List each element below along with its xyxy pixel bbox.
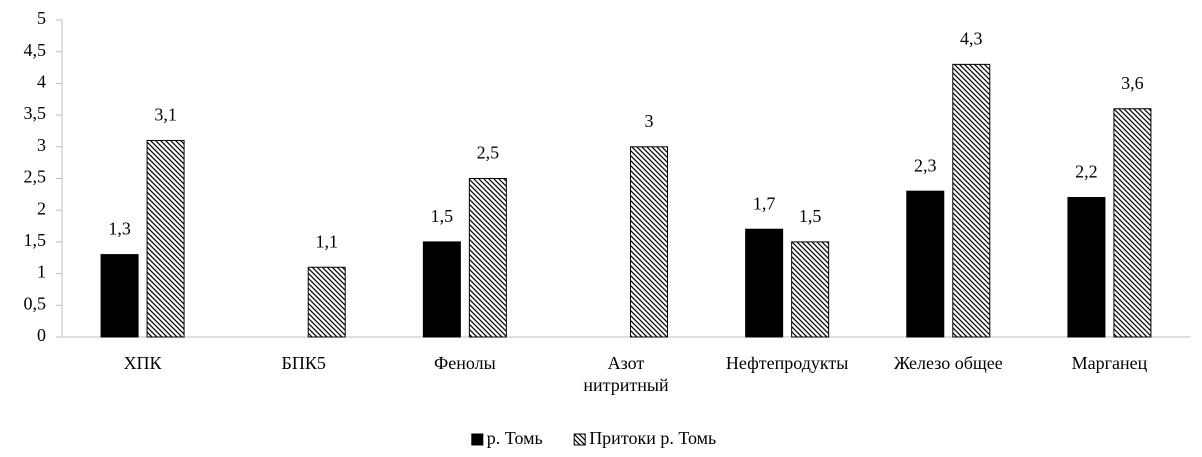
- y-tick-label: 2: [37, 198, 46, 218]
- bar: [307, 266, 346, 338]
- x-tick-label-box: Марганец: [1071, 353, 1148, 373]
- data-label: 1,7: [753, 193, 776, 213]
- data-label: 2,2: [1075, 162, 1098, 182]
- x-tick-label-box: Фенолы: [434, 353, 496, 373]
- x-tick-label-box: Нефтепродукты: [725, 353, 849, 373]
- bar: [146, 139, 185, 338]
- legend-swatch: [573, 433, 586, 446]
- x-tick-label-box: Железо общее: [893, 353, 1003, 373]
- data-label: 3,6: [1121, 73, 1144, 93]
- bar: [422, 241, 461, 338]
- x-tick-label: Марганец: [1071, 353, 1148, 373]
- x-tick-label: ХПК: [123, 353, 162, 373]
- bar: [100, 254, 139, 338]
- y-tick-label: 4,5: [24, 40, 47, 60]
- legend-swatch: [471, 433, 484, 446]
- data-label: 1,5: [431, 206, 454, 226]
- bar: [906, 190, 945, 338]
- data-label: 2,3: [914, 155, 937, 175]
- x-tick-label: Нефтепродукты: [725, 353, 849, 373]
- bar: [1113, 108, 1152, 338]
- y-tick-label: 0,5: [24, 293, 47, 313]
- bar: [791, 241, 830, 338]
- bar: [1067, 197, 1106, 338]
- y-tick-label: 1,5: [24, 230, 47, 250]
- x-tick-label: Азот нитритный: [583, 353, 669, 395]
- y-tick-label: 3: [37, 135, 46, 155]
- x-tick-label: Железо общее: [893, 353, 1003, 373]
- data-label: 4,3: [960, 29, 983, 49]
- data-label: 2,5: [477, 143, 500, 163]
- y-tick-label: 5: [37, 8, 46, 28]
- x-tick-label-box: Азот нитритный: [583, 353, 669, 395]
- data-label: 3,1: [154, 105, 177, 125]
- y-tick-label: 3,5: [24, 103, 47, 123]
- y-tick-label: 2,5: [24, 167, 47, 187]
- bar: [745, 228, 784, 338]
- legend-label: Притоки р. Томь: [589, 428, 716, 448]
- legend-label: р. Томь: [487, 428, 543, 448]
- bar: [952, 63, 991, 338]
- y-tick-label: 0: [37, 325, 46, 345]
- y-tick-label: 1: [37, 262, 46, 282]
- x-tick-label-box: ХПК: [123, 353, 162, 373]
- y-tick-label: 4: [37, 72, 46, 92]
- bar: [468, 178, 507, 338]
- data-label: 3: [645, 111, 654, 131]
- x-tick-label: БПК5: [281, 353, 326, 373]
- data-label: 1,3: [108, 219, 131, 239]
- data-label: 1,1: [315, 231, 338, 251]
- x-tick-label: Фенолы: [434, 353, 496, 373]
- x-tick-label-box: БПК5: [281, 353, 326, 373]
- data-label: 1,5: [799, 206, 822, 226]
- bar: [630, 146, 668, 338]
